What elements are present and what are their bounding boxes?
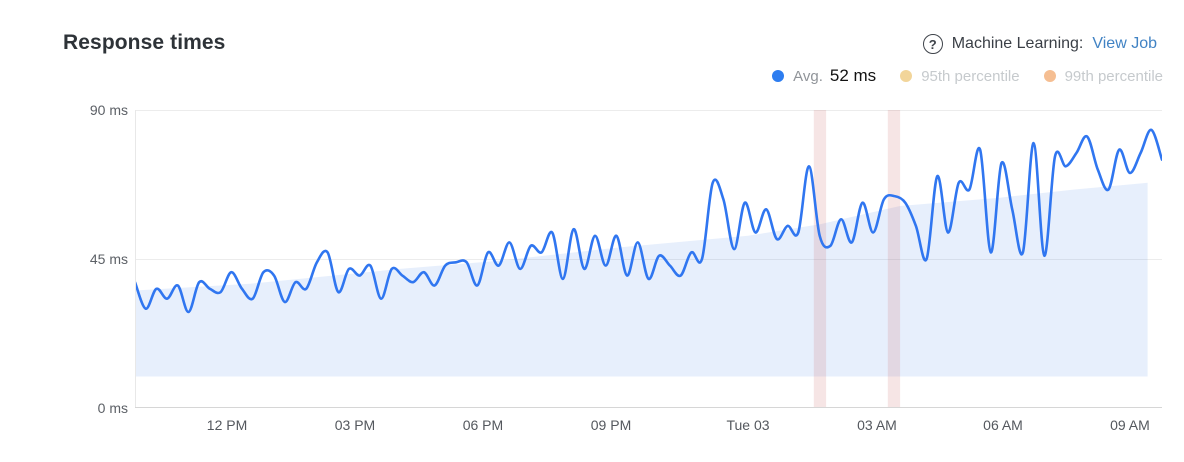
chart-legend: Avg. 52 ms 95th percentile 99th percentile [772,66,1163,86]
legend-label-p95: 95th percentile [921,67,1020,85]
x-axis-label-7: 09 AM [1110,417,1150,433]
y-axis-label-45: 45 ms [89,251,128,267]
x-axis-label-0: 12 PM [206,417,248,433]
response-times-chart[interactable] [135,110,1162,408]
legend-item-p95[interactable]: 95th percentile [900,67,1020,85]
legend-value-avg: 52 ms [829,66,877,85]
legend-label-avg: Avg. [793,67,823,85]
x-axis-label-2: 06 PM [462,417,504,433]
legend-swatch-avg [772,70,785,82]
machine-learning-label: Machine Learning: [951,35,1084,52]
plot-area[interactable] [135,110,1162,408]
legend-label-p99: 99th percentile [1064,67,1163,85]
y-axis-label-0: 0 ms [97,400,128,416]
avg-response-line [135,128,1162,314]
x-axis-label-5: 03 AM [857,417,897,433]
x-axis-label-6: 06 AM [983,417,1023,433]
x-axis-label-4: Tue 03 [726,417,770,433]
view-job-link[interactable]: View Job [1092,35,1157,52]
anomaly-band-1 [813,110,827,408]
help-icon[interactable]: ? [922,34,943,54]
x-axis-label-1: 03 PM [334,417,376,433]
legend-swatch-p95 [900,70,913,82]
legend-item-avg[interactable]: Avg. 52 ms [772,66,876,86]
x-axis-label-3: 09 PM [590,417,632,433]
legend-swatch-p99 [1043,70,1056,82]
legend-item-p99[interactable]: 99th percentile [1043,67,1163,85]
panel-title: Response times [63,31,226,54]
y-axis-label-90: 90 ms [89,102,128,118]
question-mark-glyph: ? [928,36,937,52]
ml-expected-bounds-area [135,182,1148,377]
machine-learning-row: ? Machine Learning: View Job [922,34,1157,54]
anomaly-band-2 [887,110,901,408]
